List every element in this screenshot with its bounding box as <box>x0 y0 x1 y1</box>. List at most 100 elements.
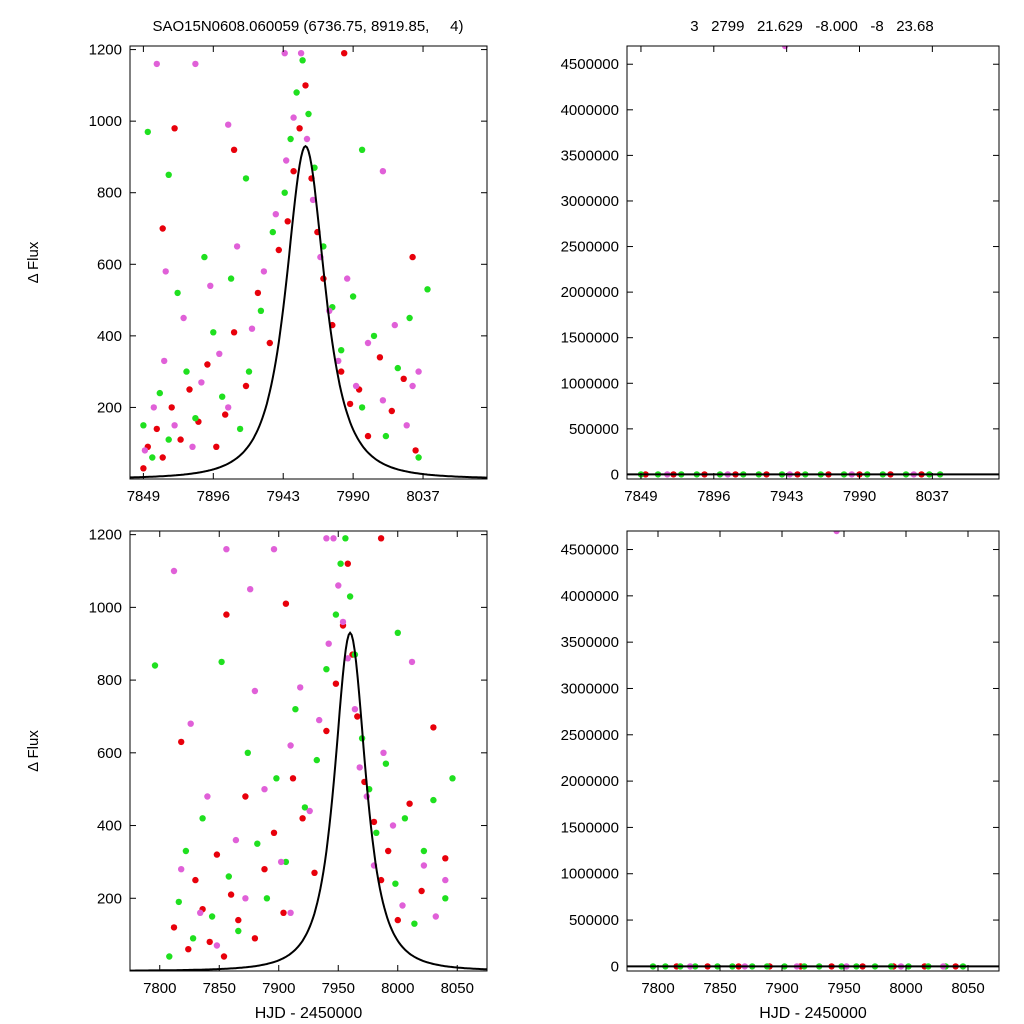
data-point-green <box>415 454 422 461</box>
data-point-red <box>290 168 297 175</box>
data-point-violet <box>180 314 187 322</box>
data-point-green <box>338 347 345 354</box>
data-point-green <box>358 404 366 411</box>
data-point-green <box>257 307 265 314</box>
y-axis-label: Δ Flux <box>25 241 42 283</box>
data-point-green <box>430 796 437 804</box>
y-tick-label: 600 <box>97 256 122 273</box>
data-point-red <box>178 738 185 746</box>
data-point-red <box>275 246 282 254</box>
data-point-red <box>242 382 250 390</box>
data-point-green <box>242 175 250 182</box>
y-tick-label: 400 <box>97 328 122 345</box>
x-tick-label: 7900 <box>765 980 798 997</box>
data-point-red <box>185 946 192 953</box>
data-point-violet <box>306 807 313 815</box>
data-point-green <box>406 314 413 322</box>
x-tick-label: 8000 <box>381 980 414 997</box>
data-point-green <box>358 146 366 153</box>
y-tick-label: 0 <box>611 958 619 975</box>
y-tick-label: 2500000 <box>561 239 619 256</box>
data-point-violet <box>225 404 232 411</box>
points-bottom-right <box>649 531 967 970</box>
data-point-violet <box>323 535 330 542</box>
x-axis-label: HJD - 2450000 <box>759 1005 867 1022</box>
x-tick-label: 7800 <box>143 980 176 997</box>
data-point-violet <box>213 942 221 949</box>
data-point-green <box>299 57 306 64</box>
data-point-violet <box>415 368 422 375</box>
data-point-green <box>192 415 199 422</box>
data-point-violet <box>408 658 416 666</box>
data-point-red <box>289 775 297 782</box>
plot-frame <box>626 530 1000 972</box>
data-point-green <box>292 706 299 713</box>
data-point-violet <box>297 684 304 691</box>
data-point-green <box>449 775 456 782</box>
data-point-violet <box>335 357 342 365</box>
y-tick-label: 1000000 <box>561 375 619 392</box>
data-point-green <box>273 775 280 782</box>
data-point-green <box>189 935 197 942</box>
data-point-violet <box>309 196 317 204</box>
data-point-green <box>183 368 190 375</box>
data-point-green <box>346 593 354 600</box>
data-point-violet <box>379 397 387 404</box>
data-point-red <box>270 829 278 836</box>
data-point-red <box>213 443 220 450</box>
data-point-red <box>282 600 290 607</box>
data-point-red <box>235 916 242 924</box>
y-tick-label: 1000000 <box>561 866 619 883</box>
data-point-green <box>342 535 349 542</box>
data-point-red <box>220 953 228 960</box>
panel-top-right: 7849 7896 7943 7990 8037 0 500000 1000000 150000… <box>561 45 1000 505</box>
data-point-green <box>337 560 344 567</box>
data-point-green <box>208 913 216 920</box>
data-point-violet <box>225 121 232 128</box>
data-point-green <box>394 364 401 372</box>
x-tick-label: 7943 <box>770 488 803 505</box>
data-point-red <box>242 793 249 800</box>
y-tick-label: 1000 <box>89 113 122 130</box>
data-point-violet <box>316 716 323 724</box>
data-point-violet <box>216 350 223 357</box>
y-tick-label: 3500000 <box>561 634 619 651</box>
data-point-red <box>140 465 147 472</box>
data-point-red <box>302 82 309 89</box>
data-point-violet <box>178 866 185 873</box>
data-point-violet <box>242 895 249 902</box>
y-tick-label: 4000000 <box>561 102 619 119</box>
data-point-red <box>177 436 184 443</box>
y-tick-label: 3000000 <box>561 193 619 210</box>
data-point-red <box>338 368 345 375</box>
data-point-green <box>269 228 276 236</box>
data-point-red <box>159 454 166 461</box>
x-tick-label: 8000 <box>889 980 922 997</box>
data-point-green <box>245 368 253 375</box>
data-point-violet <box>248 325 256 332</box>
data-point-violet <box>283 157 290 164</box>
data-point-violet <box>171 422 178 429</box>
data-point-violet <box>380 749 387 756</box>
data-point-violet <box>161 357 168 365</box>
data-point-violet <box>232 836 240 844</box>
data-point-green <box>323 666 330 673</box>
data-point-green <box>174 289 181 297</box>
data-point-violet <box>187 720 194 727</box>
data-point-red <box>266 339 273 347</box>
data-point-green <box>349 293 357 300</box>
data-point-violet <box>223 546 230 553</box>
x-tick-label: 7943 <box>267 488 300 505</box>
data-point-green <box>144 128 151 136</box>
data-point-green <box>301 804 309 811</box>
data-point-violet <box>150 404 157 411</box>
y-tick-label: 3500000 <box>561 147 619 164</box>
data-point-violet <box>344 655 351 662</box>
data-point-green <box>281 189 288 196</box>
data-point-red <box>385 847 392 855</box>
data-point-violet <box>330 535 337 542</box>
x-tick-label: 8050 <box>441 980 474 997</box>
data-point-violet <box>290 114 297 121</box>
data-point-violet <box>325 640 332 647</box>
data-point-violet <box>339 618 347 626</box>
